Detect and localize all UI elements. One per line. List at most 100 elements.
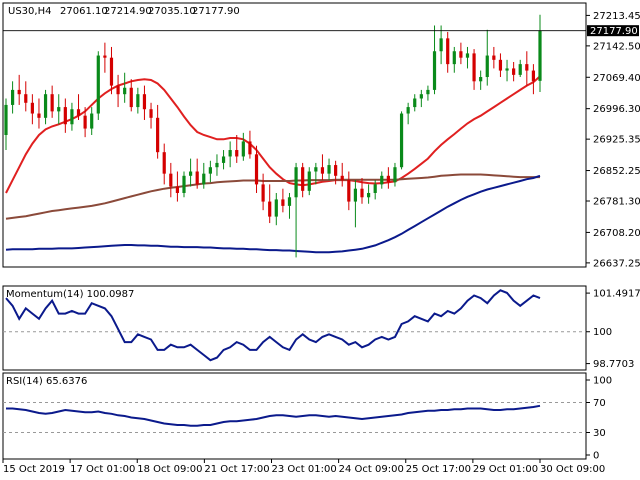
candle	[156, 104, 160, 159]
moving-average-line-3	[5, 174, 541, 254]
candle-body	[294, 167, 298, 198]
rsi-tick-label: 70	[593, 398, 606, 409]
candle-body	[76, 109, 81, 116]
candle-body	[175, 186, 180, 193]
candle-body	[446, 38, 450, 65]
candle-body	[254, 154, 259, 185]
candle-body	[37, 113, 41, 118]
candle-body	[215, 162, 219, 168]
rsi-tick-label: 30	[593, 428, 606, 439]
candle-body	[149, 109, 153, 118]
candle	[90, 107, 94, 135]
candle	[525, 51, 529, 86]
candle-body	[340, 175, 344, 181]
candle	[386, 167, 390, 189]
candle-body	[248, 141, 252, 155]
candle	[50, 85, 54, 118]
candle-body	[485, 55, 489, 78]
candle-body	[182, 175, 186, 193]
candle	[57, 94, 61, 125]
candle-body	[261, 184, 265, 202]
candle-body	[472, 53, 476, 82]
candle-body	[531, 70, 536, 82]
chart-header-open: 27061.10	[60, 6, 108, 17]
candle	[498, 53, 503, 78]
candle	[24, 81, 28, 112]
candle	[366, 184, 371, 204]
candle-body	[103, 55, 107, 58]
candle	[320, 154, 325, 181]
candle	[129, 79, 133, 112]
candle-body	[334, 165, 338, 176]
candle	[479, 70, 483, 90]
candle	[96, 51, 100, 120]
candle	[459, 42, 463, 65]
candle-body	[228, 150, 232, 157]
candle	[380, 171, 384, 189]
momentum-tick-label: 101.4917	[593, 289, 640, 300]
time-tick-label: 23 Oct 01:00	[272, 464, 337, 475]
candle-body	[90, 113, 94, 129]
rsi-title: RSI(14) 65.6376	[6, 376, 87, 387]
time-tick-label: 15 Oct 2019	[3, 464, 65, 475]
candle-body	[518, 64, 522, 75]
candle	[373, 180, 377, 200]
rsi-panel[interactable]: RSI(14) 65.6376 100 70 30 0	[2, 372, 612, 462]
candle-body	[274, 199, 278, 217]
price-tick-label: 26996.30	[593, 104, 640, 115]
momentum-panel[interactable]: Momentum(14) 100.0987 101.4917 100 98.7703	[2, 285, 640, 371]
candle	[109, 46, 114, 95]
candle	[419, 89, 423, 108]
candle-body	[268, 201, 272, 217]
candle-body	[512, 68, 516, 75]
time-tick-label: 29 Oct 01:00	[473, 464, 538, 475]
candle	[347, 171, 351, 211]
candle-body	[406, 107, 410, 114]
candle-body	[327, 165, 331, 174]
candle	[531, 64, 536, 95]
candle	[452, 46, 456, 73]
candle	[162, 143, 166, 185]
price-panel[interactable]: US30,H4 27061.10 27214.90 27035.10 27177…	[2, 2, 640, 269]
candle-body	[419, 94, 423, 99]
candle	[505, 59, 509, 82]
price-tick-label: 27213.45	[593, 11, 640, 22]
candle-body	[492, 55, 496, 60]
chart-header-high: 27214.90	[104, 6, 152, 17]
candle	[353, 180, 358, 228]
rsi-line	[6, 404, 541, 427]
candle-body	[116, 85, 120, 95]
candle-body	[498, 59, 503, 71]
candle	[241, 132, 245, 161]
current-price-tag: 27177.90	[587, 25, 639, 37]
moving-averages	[5, 75, 541, 254]
candle-body	[360, 188, 364, 198]
candle	[301, 162, 305, 198]
candle	[228, 141, 232, 168]
candle-body	[17, 89, 21, 95]
candle-body	[57, 107, 61, 112]
candle-body	[43, 94, 48, 118]
candle-body	[10, 89, 15, 105]
candle-body	[413, 98, 417, 108]
price-tick-label: 26708.20	[593, 228, 640, 239]
candle-body	[479, 77, 483, 82]
candle-body	[426, 89, 430, 95]
candle	[281, 188, 285, 213]
candle-body	[63, 107, 67, 125]
momentum-title: Momentum(14) 100.0987	[6, 289, 134, 300]
candle-body	[366, 192, 371, 198]
candle	[406, 102, 410, 125]
candle	[254, 145, 259, 193]
candle-body	[373, 184, 377, 193]
candle-body	[393, 167, 397, 183]
candle	[307, 167, 311, 196]
candle	[294, 162, 298, 258]
candle	[83, 107, 87, 138]
chart-header-low: 27035.10	[148, 6, 196, 17]
candle	[175, 171, 180, 202]
candle	[399, 111, 404, 170]
time-axis: 15 Oct 2019 17 Oct 01:00 18 Oct 09:00 21 Oc…	[2, 459, 605, 475]
candle-body	[70, 109, 74, 125]
